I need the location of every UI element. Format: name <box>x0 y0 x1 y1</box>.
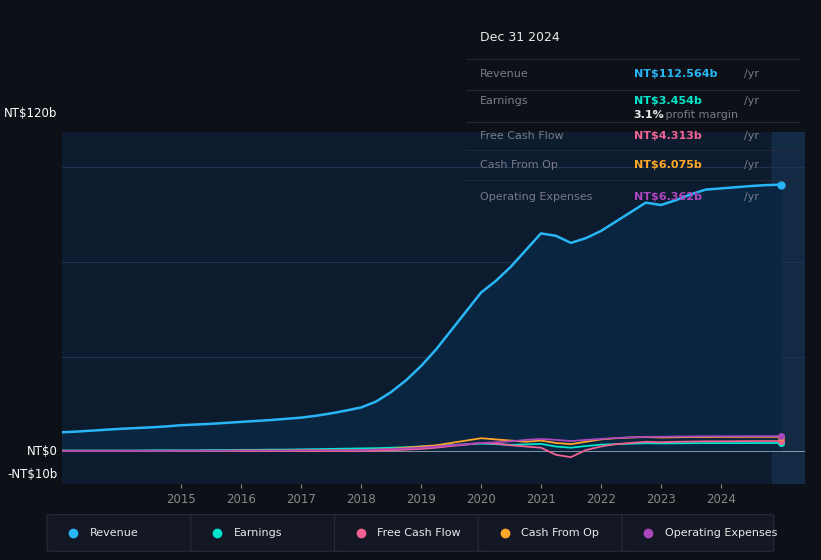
Text: /yr: /yr <box>745 160 759 170</box>
Text: Cash From Op: Cash From Op <box>479 160 557 170</box>
Text: /yr: /yr <box>745 131 759 141</box>
Text: /yr: /yr <box>745 192 759 202</box>
FancyBboxPatch shape <box>335 515 487 551</box>
FancyBboxPatch shape <box>622 515 774 551</box>
Text: Free Cash Flow: Free Cash Flow <box>377 528 461 538</box>
Text: Earnings: Earnings <box>479 96 528 106</box>
Text: /yr: /yr <box>745 96 759 106</box>
Text: NT$6.075b: NT$6.075b <box>634 160 702 170</box>
Text: NT$3.454b: NT$3.454b <box>634 96 702 106</box>
Text: profit margin: profit margin <box>663 110 738 120</box>
Text: NT$120b: NT$120b <box>4 108 57 120</box>
Text: Operating Expenses: Operating Expenses <box>479 192 592 202</box>
FancyBboxPatch shape <box>190 515 343 551</box>
Text: Earnings: Earnings <box>233 528 282 538</box>
Text: Revenue: Revenue <box>479 69 529 80</box>
Text: Cash From Op: Cash From Op <box>521 528 599 538</box>
Text: 3.1%: 3.1% <box>634 110 664 120</box>
FancyBboxPatch shape <box>478 515 631 551</box>
Text: NT$4.313b: NT$4.313b <box>634 131 702 141</box>
Text: Operating Expenses: Operating Expenses <box>665 528 777 538</box>
Text: -NT$10b: -NT$10b <box>7 468 57 482</box>
Text: Revenue: Revenue <box>89 528 139 538</box>
Bar <box>772 132 805 484</box>
Text: NT$0: NT$0 <box>27 445 57 458</box>
Text: NT$112.564b: NT$112.564b <box>634 69 718 80</box>
FancyBboxPatch shape <box>47 515 199 551</box>
Text: Free Cash Flow: Free Cash Flow <box>479 131 563 141</box>
Text: /yr: /yr <box>745 69 759 80</box>
Text: NT$6.362b: NT$6.362b <box>634 192 702 202</box>
Text: Dec 31 2024: Dec 31 2024 <box>479 31 559 44</box>
